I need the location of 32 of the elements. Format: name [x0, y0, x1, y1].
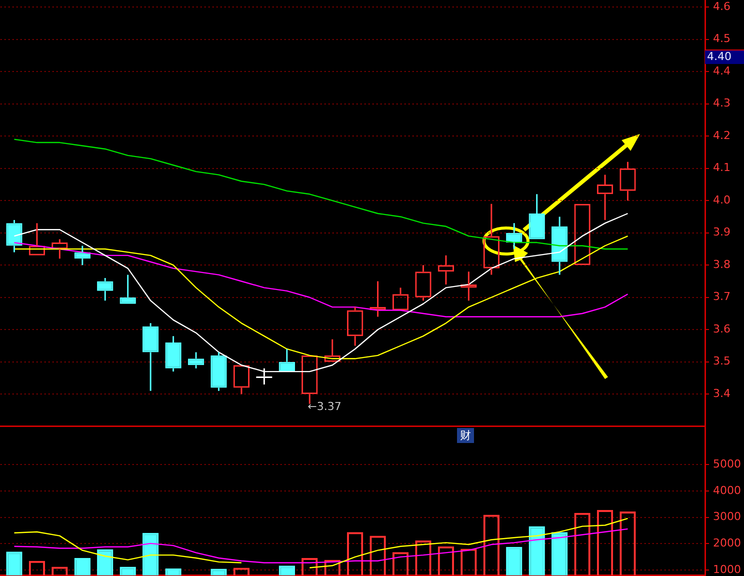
candlestick: [120, 274, 136, 304]
y-tick-label: 3.7: [713, 290, 730, 304]
candlestick: [188, 351, 204, 370]
y-tick-label: 4.0: [713, 193, 730, 206]
y-tick-label: 2000: [713, 536, 741, 550]
y-tick-label: 4.1: [713, 161, 730, 174]
candlestick: [74, 245, 90, 266]
candlestick: [551, 216, 568, 276]
annotation: ←3.37: [308, 400, 342, 414]
y-tick-label: 3.8: [713, 258, 730, 271]
y-tick-label: 1000: [713, 562, 741, 576]
candlestick: [6, 219, 22, 253]
y-tick-label: 5000: [713, 457, 741, 470]
y-tick-label: 4.6: [713, 0, 730, 13]
candlestick: [165, 335, 182, 372]
y-tick-label: 4.2: [713, 128, 730, 142]
y-tick-label: 3.5: [713, 354, 730, 368]
y-tick-label: 4000: [713, 484, 741, 497]
y-tick-label: 3.9: [713, 226, 730, 239]
candlestick: [210, 351, 227, 392]
y-tick-label: 4.5: [713, 32, 730, 46]
candlestick: [506, 222, 522, 250]
text: 4.40: [707, 50, 732, 63]
y-tick-label: 3.4: [713, 387, 730, 400]
y-tick-label: 4.3: [713, 96, 730, 110]
y-tick-label: 4.4: [713, 64, 730, 78]
annotation: 财: [460, 428, 472, 442]
y-tick-label: 3.6: [713, 322, 730, 336]
candlestick: [278, 348, 295, 372]
y-tick-label: 3000: [713, 510, 741, 524]
candlestick: [97, 277, 114, 302]
candlestick: [142, 322, 159, 392]
